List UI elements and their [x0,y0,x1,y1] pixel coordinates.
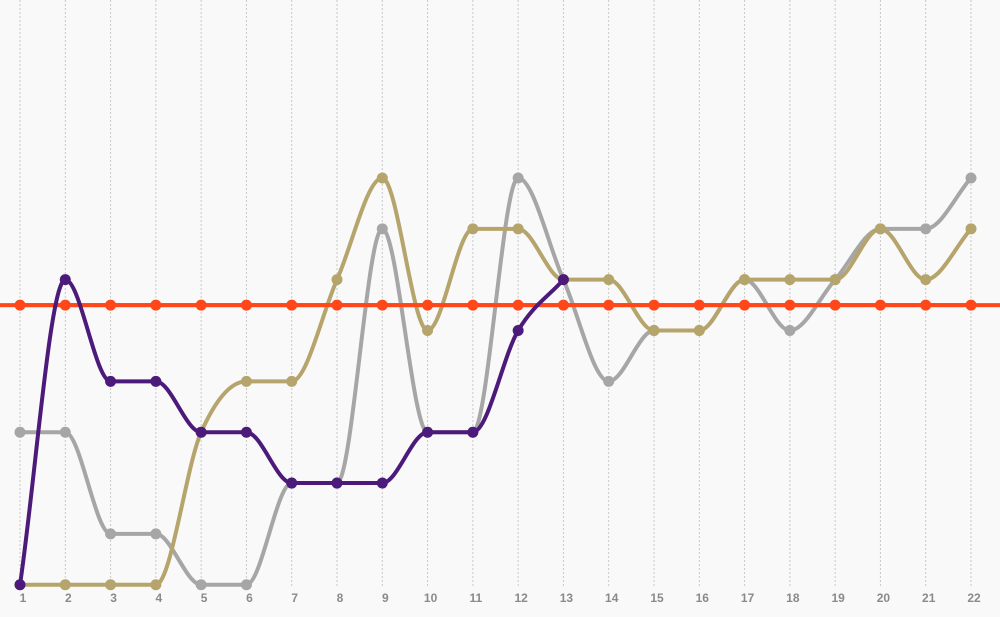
data-point [965,299,977,311]
data-point [376,172,388,184]
x-tick-label: 10 [424,591,438,605]
x-tick-label: 14 [605,591,619,605]
x-tick-label: 12 [514,591,528,605]
data-point [648,299,660,311]
data-point [105,528,117,540]
data-point [603,375,615,387]
data-point [422,299,434,311]
data-point [739,274,751,286]
x-tick-label: 17 [741,591,755,605]
data-point [240,579,252,591]
data-point [331,477,343,489]
x-tick-label: 4 [156,591,163,605]
data-point [376,299,388,311]
data-point [920,299,932,311]
data-point [920,274,932,286]
data-point [286,477,298,489]
data-point [965,172,977,184]
data-point [648,325,660,337]
data-point [557,274,569,286]
data-point [150,375,162,387]
data-point [512,172,524,184]
data-point [240,426,252,438]
data-point [422,426,434,438]
data-point [557,299,569,311]
x-tick-label: 1 [20,591,27,605]
series-line [20,175,973,587]
data-point [693,325,705,337]
data-point [331,299,343,311]
data-point [105,579,117,591]
data-point [829,299,841,311]
data-point [150,528,162,540]
data-point [59,299,71,311]
data-point [512,223,524,235]
data-point [14,299,26,311]
x-tick-label: 9 [382,591,389,605]
series-line [20,175,973,587]
x-tick-label: 20 [877,591,891,605]
x-tick-label: 18 [786,591,800,605]
x-tick-label: 22 [967,591,981,605]
data-point [422,325,434,337]
data-point [150,579,162,591]
data-point [59,579,71,591]
data-point [693,299,705,311]
x-tick-label: 5 [201,591,208,605]
data-point [286,375,298,387]
data-point [240,375,252,387]
data-point [874,299,886,311]
data-point [331,274,343,286]
data-point [512,325,524,337]
data-point [829,274,841,286]
x-tick-label: 19 [831,591,845,605]
x-tick-label: 8 [337,591,344,605]
x-tick-label: 2 [65,591,72,605]
data-point [376,223,388,235]
data-point [512,299,524,311]
data-point [965,223,977,235]
x-tick-label: 21 [922,591,936,605]
data-point [784,325,796,337]
data-point [920,223,932,235]
data-point [467,299,479,311]
data-point [739,299,751,311]
data-point [874,223,886,235]
x-tick-label: 16 [696,591,710,605]
data-point [150,299,162,311]
data-point [105,375,117,387]
data-point [784,299,796,311]
data-point [603,299,615,311]
x-tick-label: 11 [470,591,483,605]
data-point [376,477,388,489]
data-point [59,426,71,438]
data-point [603,274,615,286]
data-point [784,274,796,286]
data-point [467,426,479,438]
data-point [105,299,117,311]
data-point [195,579,207,591]
data-point [14,579,26,591]
data-point [467,223,479,235]
x-tick-label: 6 [246,591,253,605]
data-point [195,299,207,311]
x-tick-label: 7 [291,591,298,605]
x-tick-label: 15 [650,591,664,605]
data-point [59,274,71,286]
data-point [14,426,26,438]
data-point [286,299,298,311]
x-tick-label: 13 [560,591,574,605]
data-point [240,299,252,311]
data-point [195,426,207,438]
x-tick-label: 3 [110,591,117,605]
